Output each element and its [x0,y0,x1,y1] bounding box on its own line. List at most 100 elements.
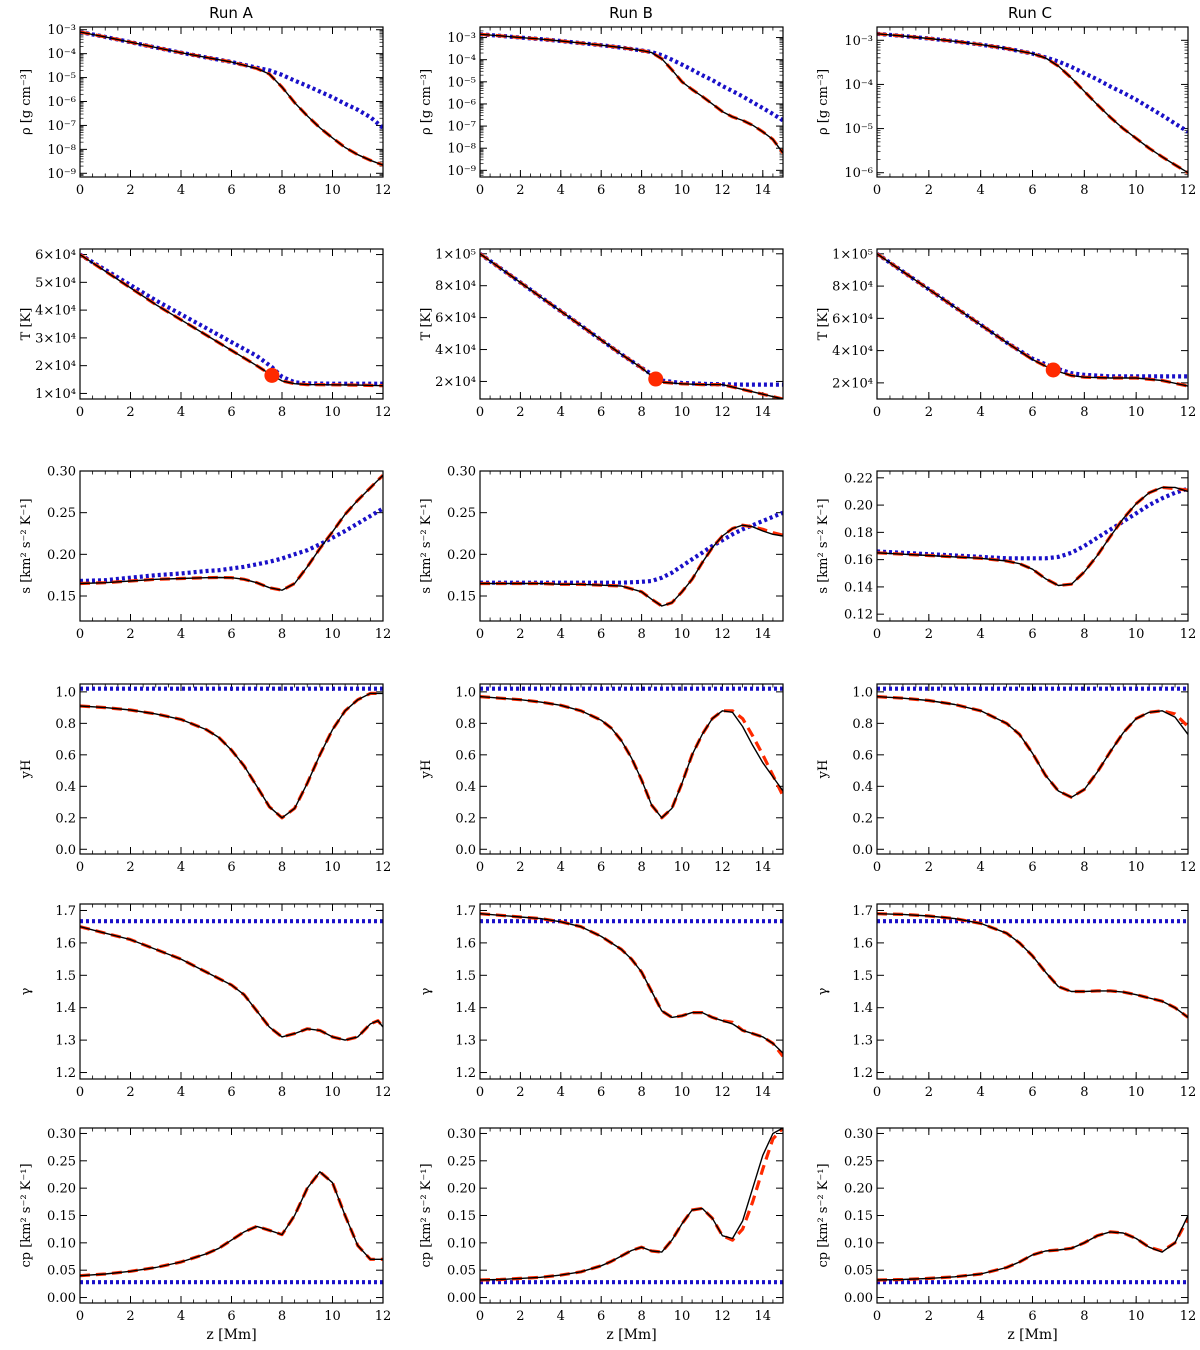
x-tick-label: 4 [177,627,185,642]
transition-marker [648,371,664,387]
x-tick-label: 4 [977,1085,985,1100]
x-tick-label: 10 [674,405,691,420]
x-tick-label: 8 [637,183,645,198]
plot-frame [876,1127,1189,1304]
y-tick-label: 10⁻³ [47,23,76,38]
x-tick-label: 0 [873,1309,881,1324]
x-tick-label: 0 [476,183,484,198]
series-solid-curve [80,254,383,387]
series-solid-curve [877,253,1188,387]
curves [480,32,783,155]
x-tick-label: 12 [375,627,392,642]
x-tick-label: 2 [925,627,933,642]
y-tick-label: 1×10⁴ [35,387,76,402]
plot-frame [79,683,384,855]
y-tick-label: 0.4 [455,780,476,795]
y-tick-label: 0.20 [447,548,476,563]
panel-run-c-ionization_fraction: 0 2 4 6 8 10 12 0.0 0.2 0.4 0.6 0.8 1.0 yH [816,683,1196,875]
y-tick-label: 0.05 [447,1264,476,1279]
series-dotted-curve [80,29,383,130]
curves [877,252,1188,388]
y-tick-label: 0.30 [47,1127,76,1142]
series-solid-curve [877,913,1188,1018]
x-tick-label: 14 [755,1085,772,1100]
plot-frame [79,248,384,400]
y-tick-label: 4×10⁴ [435,343,476,358]
x-tick-label: 6 [597,627,605,642]
y-tick-label: 0.2 [852,811,873,826]
series-solid-curve [877,33,1188,174]
y-tick-label: 0.2 [455,811,476,826]
y-tick-label: 2×10⁴ [35,359,76,374]
panel-run-b-specific_heat: 0 2 4 6 8 10 12 14 0.00 0.05 0.10 0.15 0.20 0.25 0.30 c… [419,1127,784,1343]
y-tick-label: 0.15 [47,1209,76,1224]
curves [877,485,1188,588]
x-tick-label: 10 [324,1309,341,1324]
x-tick-label: 8 [278,183,286,198]
y-tick-label: 1.5 [55,969,76,984]
y-tick-label: 10⁻⁶ [447,97,476,112]
y-tick-label: 0.05 [47,1264,76,1279]
x-axis-label: z [Mm] [1007,1327,1057,1343]
x-tick-label: 4 [557,627,565,642]
panel-run-a-gamma: 0 2 4 6 8 10 12 1.2 1.3 1.4 1.5 1.6 1.7 γ [19,903,391,1100]
y-tick-label: 0.20 [844,1182,873,1197]
x-tick-label: 6 [597,183,605,198]
panel-run-b-temperature: 0 2 4 6 8 10 12 14 2×10⁴ 4×10⁴ 6×10⁴ 8×10⁴ 1×10⁵ T [K… [419,247,784,420]
y-tick-label: 1.0 [55,685,76,700]
y-axis-label: cp [km² s⁻² K⁻¹] [816,1163,831,1267]
x-tick-label: 12 [1180,405,1197,420]
x-tick-label: 12 [1180,1085,1197,1100]
panel-run-a-temperature: 0 2 4 6 8 10 12 1×10⁴ 2×10⁴ 3×10⁴ 4×10⁴ 5×10⁴ 6×10⁴ T… [19,248,391,420]
y-axis-label: T [K] [816,308,831,341]
x-tick-label: 8 [637,1085,645,1100]
y-tick-label: 1.4 [455,1001,476,1016]
panel-run-c-gamma: 0 2 4 6 8 10 12 1.2 1.3 1.4 1.5 1.6 1.7 γ [816,903,1197,1100]
x-tick-label: 8 [1080,405,1088,420]
x-tick-label: 2 [925,405,933,420]
y-tick-label: 0.30 [47,465,76,480]
x-tick-label: 4 [977,183,985,198]
series-solid-curve [480,1128,783,1281]
x-tick-label: 4 [177,405,185,420]
y-tick-label: 0.25 [47,506,76,521]
y-tick-label: 1.3 [455,1034,476,1049]
y-tick-label: 10⁻⁶ [47,95,76,110]
y-tick-label: 0.22 [844,471,873,486]
x-tick-label: 2 [925,1309,933,1324]
y-tick-label: 6×10⁴ [435,311,476,326]
run-a-title: Run A [209,4,254,22]
x-tick-label: 12 [1180,183,1197,198]
series-dashed-curve [480,252,783,399]
curves [80,474,383,592]
plot-frame [479,903,784,1080]
plot-frame [79,903,384,1080]
series-dotted-curve [877,252,1188,379]
series-dashed-curve [480,32,783,155]
series-dashed-curve [80,691,383,820]
panel-run-c-density: 0 2 4 6 8 10 12 10⁻⁶ 10⁻⁵ 10⁻⁴ 10⁻³ ρ [g cm⁻³] [816,26,1197,198]
curves [877,686,1188,799]
x-tick-label: 2 [516,860,524,875]
y-tick-label: 10⁻⁸ [447,142,476,157]
y-tick-label: 4×10⁴ [832,344,873,359]
plot-frame [876,248,1189,400]
x-tick-label: 4 [977,405,985,420]
plot-frame [876,683,1189,855]
y-tick-label: 0.30 [844,1127,873,1142]
y-tick-label: 0.20 [844,499,873,514]
y-tick-label: 0.6 [55,748,76,763]
x-tick-label: 0 [76,627,84,642]
x-tick-label: 14 [755,860,772,875]
series-solid-curve [877,1215,1188,1281]
x-tick-label: 4 [557,183,565,198]
x-tick-label: 0 [476,627,484,642]
x-tick-label: 6 [227,1085,235,1100]
curves [80,919,383,1042]
x-tick-label: 2 [925,183,933,198]
y-axis-label: yH [419,760,434,780]
y-axis-label: T [K] [19,308,34,341]
x-tick-label: 12 [714,1085,731,1100]
x-tick-label: 0 [873,627,881,642]
